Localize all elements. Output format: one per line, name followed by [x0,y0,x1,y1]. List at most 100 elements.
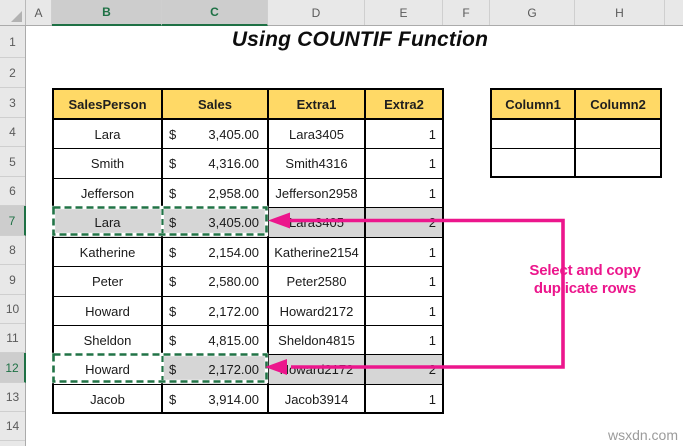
row-header-2[interactable]: 2 [0,58,25,88]
cell-sales[interactable]: $2,172.00 [163,355,269,384]
sheet-title: Using COUNTIF Function [231,28,489,51]
column-header-D[interactable]: D [268,0,365,25]
cell-extra2[interactable]: 1 [428,244,436,260]
row-header-3[interactable]: 3 [0,88,25,118]
header-cell-extra2[interactable]: Extra2 [366,90,442,118]
cell-extra2[interactable]: 1 [428,185,436,201]
row-header-6[interactable]: 6 [0,177,25,206]
cell-extra2[interactable]: 2 [366,355,442,384]
table-row: Jacob $3,914.00 Jacob3914 1 [54,385,442,414]
cell-sales[interactable]: $4,815.00 [163,326,269,354]
table-row: Peter $2,580.00 Peter2580 1 [54,267,442,297]
header-cell-extra1[interactable]: Extra1 [269,90,366,118]
row-header-strip: 1 2 3 4 5 6 7 8 9 10 11 12 13 14 [0,26,26,446]
sales-amount: 2,172.00 [208,303,259,319]
header-cell-salesperson[interactable]: SalesPerson [54,90,163,118]
table-row: Lara $3,405.00 Lara3405 1 [54,120,442,149]
cell-extra1[interactable]: Lara3405 [269,120,366,148]
cell-sales[interactable]: $2,172.00 [163,297,269,325]
cell-extra1[interactable]: Sheldon4815 [269,326,366,354]
cell-extra2[interactable]: 1 [428,392,436,407]
row-header-9[interactable]: 9 [0,265,25,295]
cell-sales[interactable]: $3,914.00 [163,385,269,414]
column-header-E[interactable]: E [365,0,443,25]
cell-extra1[interactable]: Howard2172 [269,355,366,384]
output-table: Column1 Column2 [490,88,662,178]
cell-salesperson[interactable]: Lara [54,120,163,148]
cell-salesperson[interactable]: Peter [54,267,163,296]
cell-sales[interactable]: $3,405.00 [163,208,269,237]
row-header-7[interactable]: 7 [0,206,26,236]
row-header-5[interactable]: 5 [0,147,25,177]
cell-sales[interactable]: $3,405.00 [163,120,269,148]
cell-extra2[interactable]: 1 [428,332,436,348]
table-row: Howard $2,172.00 Howard2172 1 [54,297,442,326]
table-row: Lara $3,405.00 Lara3405 2 [54,208,442,238]
currency-symbol: $ [169,156,177,171]
row-header-8[interactable]: 8 [0,236,25,265]
sales-table: SalesPerson Sales Extra1 Extra2 Lara $3,405.0… [52,88,444,414]
sales-amount: 3,914.00 [208,392,259,407]
column-header-C[interactable]: C [162,0,268,26]
header-cell-column2[interactable]: Column2 [576,90,660,118]
row-header-14[interactable]: 14 [0,412,25,441]
cell-sales[interactable]: $2,154.00 [163,238,269,266]
column-header-G[interactable]: G [490,0,575,25]
cell-salesperson[interactable]: Howard [54,297,163,325]
cell-salesperson[interactable]: Lara [54,208,163,237]
currency-symbol: $ [169,392,177,407]
callout-line2: duplicate rows [533,280,637,297]
cell-extra2[interactable]: 1 [428,156,436,171]
currency-symbol: $ [169,215,177,230]
cell-extra1[interactable]: Jefferson2958 [269,179,366,207]
row-header-12[interactable]: 12 [0,353,26,383]
row-header-1[interactable]: 1 [0,26,25,58]
output-cell-1[interactable] [492,149,576,176]
column-header-H[interactable]: H [575,0,665,25]
cell-salesperson[interactable]: Smith [54,149,163,178]
cell-extra1[interactable]: Katherine2154 [269,238,366,266]
cell-sales[interactable]: $2,580.00 [163,267,269,296]
table-row: Howard $2,172.00 Howard2172 2 [54,355,442,385]
column-header-F[interactable]: F [443,0,490,25]
cell-extra2[interactable]: 1 [428,303,436,319]
cell-salesperson[interactable]: Sheldon [54,326,163,354]
currency-symbol: $ [169,332,177,348]
cell-extra1[interactable]: Jacob3914 [269,385,366,414]
cell-salesperson[interactable]: Katherine [54,238,163,266]
cell-extra1[interactable]: Smith4316 [269,149,366,178]
column-header-B[interactable]: B [52,0,162,26]
cell-extra1[interactable]: Lara3405 [269,208,366,237]
cell-salesperson[interactable]: Jacob [54,385,163,414]
cell-sales[interactable]: $2,958.00 [163,179,269,207]
output-cell-2[interactable] [576,149,660,176]
cell-extra2[interactable]: 1 [428,126,436,142]
row-header-13[interactable]: 13 [0,383,25,412]
table-row: Smith $4,316.00 Smith4316 1 [54,149,442,179]
cell-extra2[interactable]: 2 [366,208,442,237]
output-table-row [492,120,660,149]
row-header-10[interactable]: 10 [0,295,25,324]
column-header-A[interactable]: A [26,0,52,25]
row-header-11[interactable]: 11 [0,324,25,353]
header-cell-column1[interactable]: Column1 [492,90,576,118]
watermark: wsxdn.com [607,427,678,443]
output-cell-2[interactable] [576,120,660,148]
cell-salesperson[interactable]: Howard [54,355,163,384]
select-all-triangle-icon [11,11,22,22]
cell-sales[interactable]: $4,316.00 [163,149,269,178]
cell-extra1[interactable]: Howard2172 [269,297,366,325]
sales-amount: 4,815.00 [208,332,259,348]
sales-amount: 2,172.00 [208,362,259,377]
header-cell-sales[interactable]: Sales [163,90,269,118]
cell-salesperson[interactable]: Jefferson [54,179,163,207]
currency-symbol: $ [169,303,177,319]
row-header-4[interactable]: 4 [0,118,25,147]
sales-amount: 3,405.00 [208,215,259,230]
cell-extra2[interactable]: 1 [428,274,436,289]
table-row: Katherine $2,154.00 Katherine2154 1 [54,238,442,267]
cell-extra1[interactable]: Peter2580 [269,267,366,296]
output-cell-1[interactable] [492,120,576,148]
select-all-button[interactable] [0,0,26,25]
